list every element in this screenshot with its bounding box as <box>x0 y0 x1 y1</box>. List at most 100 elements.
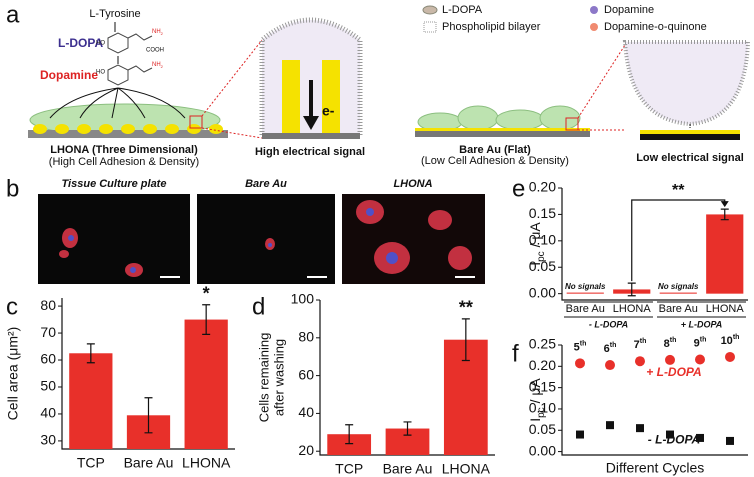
substrate <box>640 134 740 140</box>
y-tick-label: 0.05 <box>529 421 556 437</box>
point <box>666 430 674 439</box>
label: Dopamine <box>40 68 98 82</box>
y-tick-label: 0.05 <box>529 258 556 274</box>
error-bar <box>144 397 153 434</box>
arrowhead <box>720 201 729 208</box>
panel-label: e <box>512 175 525 202</box>
point-label: 10th <box>721 334 740 347</box>
y-tick-label: 20 <box>298 442 314 458</box>
y-axis-label: Cell area (μm²) <box>5 327 21 421</box>
y-tick-label: 30 <box>40 432 56 448</box>
point <box>636 424 644 433</box>
zoom-lines <box>201 39 263 139</box>
x-tick-label: TCP <box>77 455 105 471</box>
y-tick-label: 0.25 <box>529 336 556 352</box>
label: NH2 <box>152 62 164 69</box>
label: (Low Cell Adhesion & Density) <box>421 155 569 167</box>
point <box>605 360 615 371</box>
label: Low electrical signal <box>636 152 744 164</box>
panel-label: a <box>6 1 20 28</box>
point-label: th <box>733 334 740 341</box>
cells <box>417 105 581 132</box>
panel-label: c <box>6 293 18 320</box>
chain <box>127 65 153 73</box>
y-tick-label: 40 <box>40 405 56 421</box>
arrows <box>49 87 186 119</box>
annotation: ** <box>459 298 473 318</box>
y-axis-label: Ipc / μA <box>527 222 547 266</box>
error-bar <box>345 424 354 445</box>
point-label: 7th <box>634 339 647 352</box>
gold <box>415 128 590 131</box>
annotation: * <box>203 283 210 303</box>
zoom-box <box>189 115 203 129</box>
point-label: 5 <box>574 341 580 353</box>
y-tick-label: 0.15 <box>529 205 556 221</box>
x-tick-label: TCP <box>335 461 363 477</box>
y-tick-label: 60 <box>298 366 314 382</box>
label: e- <box>322 103 335 119</box>
y-tick-label: 0.00 <box>529 284 556 300</box>
label: 2 <box>161 64 164 69</box>
point-label: 8th <box>664 337 677 350</box>
error-bar <box>461 318 470 362</box>
y-tick-label: 0.15 <box>529 378 556 394</box>
y-tick-label: 40 <box>298 404 314 420</box>
group-label: + L-DOPA <box>681 319 723 329</box>
y-tick-label: 0.20 <box>529 357 556 373</box>
point <box>665 354 675 365</box>
y-tick-label: 50 <box>40 378 56 394</box>
x-tick-label: Bare Au <box>124 455 174 471</box>
y-axis-label: Cells remaining <box>256 333 271 423</box>
point <box>575 358 585 369</box>
cells <box>59 200 472 277</box>
image-title: Tissue Culture plate <box>62 178 167 190</box>
y-tick-label: 80 <box>298 329 314 345</box>
panel-label: b <box>6 175 19 202</box>
y-tick-label: 80 <box>40 297 56 313</box>
image <box>38 194 190 284</box>
series-label: + L-DOPA <box>646 365 701 379</box>
x-tick-label: LHONA <box>613 303 652 315</box>
point <box>696 433 704 442</box>
point-label: th <box>580 341 587 348</box>
arrowhead <box>303 116 319 130</box>
membrane <box>622 40 751 127</box>
series-label: - L-DOPA <box>648 432 700 446</box>
y-tick-label: 0.10 <box>529 400 556 416</box>
axes <box>561 345 748 456</box>
legend-dot <box>590 6 598 14</box>
point-label: 9 <box>694 337 700 349</box>
zoom-lines <box>577 44 626 131</box>
y-axis-label: / μA <box>527 222 543 252</box>
x-tick-label: LHONA <box>442 461 491 477</box>
y-axis-label: I <box>527 418 543 422</box>
x-tick-label: Bare Au <box>566 303 605 315</box>
point-label: 7 <box>634 339 640 351</box>
point-label: th <box>610 342 617 349</box>
axes <box>61 298 235 450</box>
label: LHONA (Three Dimensional) <box>50 144 198 156</box>
point-label: 8 <box>664 338 670 350</box>
diagram: a L-Tyrosine L-DOPA HO NH2 COOH Dopamine… <box>6 1 751 168</box>
label: (High Cell Adhesion & Density) <box>49 156 199 168</box>
bar <box>706 214 744 294</box>
image-title: LHONA <box>393 178 432 190</box>
error-bar <box>86 343 95 364</box>
legend-text: Dopamine <box>604 4 654 16</box>
label: NH2 <box>152 29 164 36</box>
pillar <box>282 60 300 135</box>
y-axis-label: / μA <box>527 378 543 408</box>
point-label: 5th <box>574 341 587 354</box>
nuclei <box>68 208 398 273</box>
point-label: th <box>700 337 707 344</box>
label: COOH <box>146 48 164 54</box>
y-axis-label: I <box>527 262 543 266</box>
legend-icon <box>423 21 437 33</box>
bar <box>327 434 372 455</box>
group-label: - L-DOPA <box>589 319 628 329</box>
error-bar <box>403 421 412 436</box>
x-axis-label: Different Cycles <box>606 460 705 476</box>
gold <box>640 130 740 134</box>
